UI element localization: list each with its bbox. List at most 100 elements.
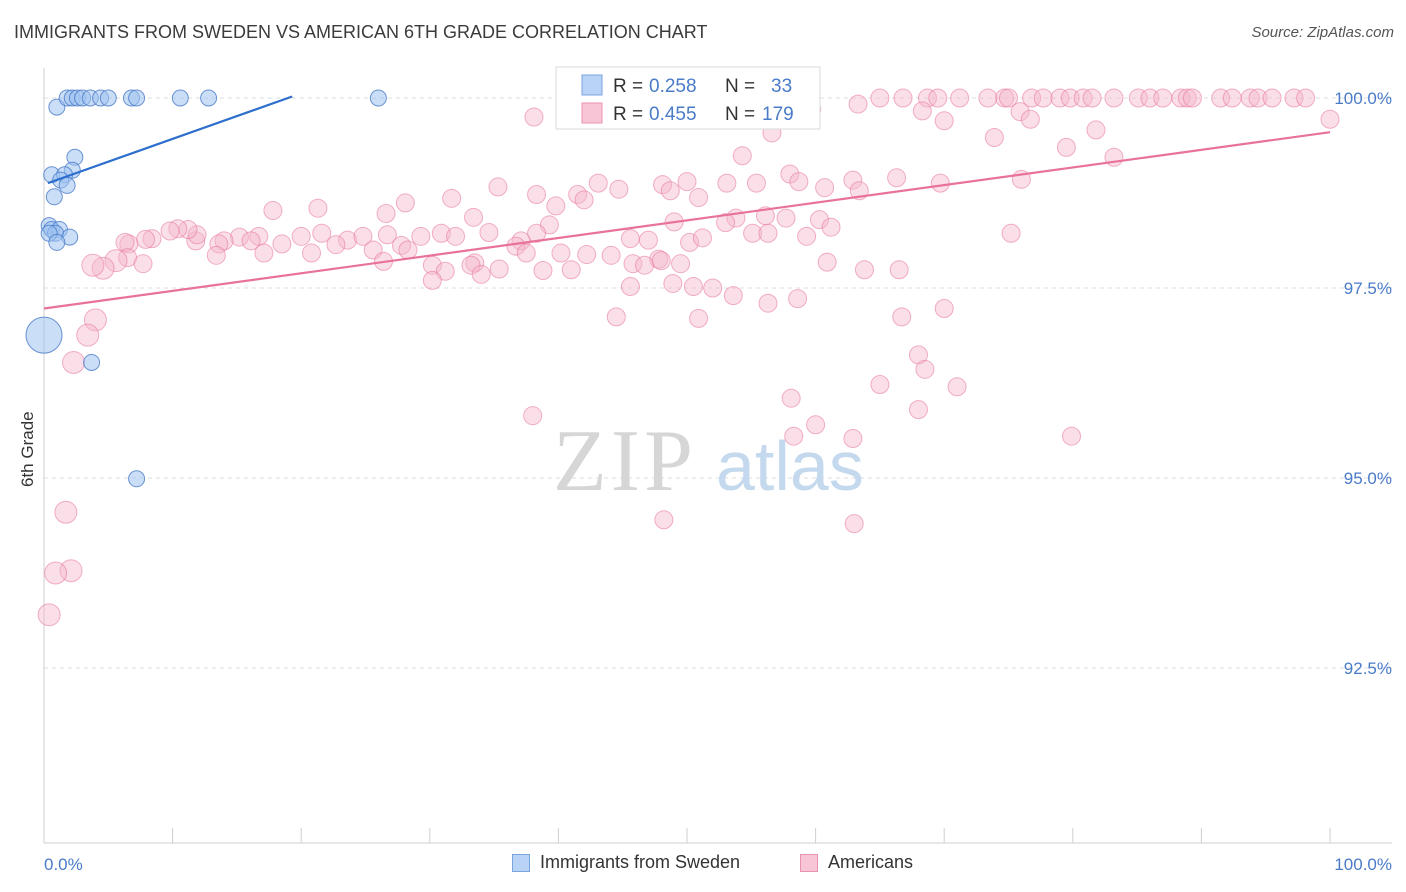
americans-point-62 <box>689 188 709 208</box>
stats-legend-r-label-americans: R = <box>613 104 643 125</box>
stats-legend-r-label-sweden: R = <box>613 76 643 97</box>
americans-point-169 <box>784 426 804 446</box>
americans-point-154 <box>788 289 808 309</box>
americans-point-147 <box>889 260 909 280</box>
legend-item-sweden: Immigrants from Sweden <box>512 852 740 873</box>
americans-point-89 <box>337 230 357 250</box>
americans-point-162 <box>934 299 954 319</box>
americans-point-68 <box>308 198 328 218</box>
americans-point-100 <box>160 221 180 241</box>
americans-point-86 <box>411 226 431 246</box>
americans-point-118 <box>506 236 526 256</box>
sweden-point-7 <box>99 89 117 107</box>
chart-title: IMMIGRANTS FROM SWEDEN VS AMERICAN 6TH G… <box>14 22 708 42</box>
americans-point-157 <box>76 323 100 347</box>
sweden-point-19 <box>45 188 63 206</box>
americans-point-80 <box>1001 223 1021 243</box>
americans-point-33 <box>934 111 954 131</box>
americans-point-47 <box>843 170 863 190</box>
americans-point-15 <box>1104 88 1124 108</box>
americans-point-11 <box>1050 88 1070 108</box>
americans-point-3 <box>917 88 937 108</box>
stats-legend-swatch-americans <box>581 102 603 124</box>
americans-point-153 <box>723 286 743 306</box>
americans-point-2 <box>893 88 913 108</box>
americans-point-135 <box>81 253 105 277</box>
americans-point-6 <box>978 88 998 108</box>
americans-point-66 <box>546 196 566 216</box>
americans-point-79 <box>821 217 841 237</box>
americans-point-51 <box>677 172 697 192</box>
americans-point-131 <box>206 245 226 265</box>
americans-point-173 <box>654 510 674 530</box>
stats-legend: R = 0.258 N = 33 R = 0.455 N = 179 <box>555 66 821 130</box>
americans-point-139 <box>533 261 553 281</box>
x-tick-labels: 0.0% 100.0% <box>44 855 1392 874</box>
americans-point-150 <box>663 273 683 293</box>
americans-point-78 <box>809 210 829 230</box>
americans-point-120 <box>551 243 571 263</box>
americans-point-158 <box>62 350 86 374</box>
americans-point-174 <box>844 514 864 534</box>
americans-point-115 <box>326 235 346 255</box>
americans-point-138 <box>489 259 509 279</box>
watermark: ZIP atlas <box>553 413 864 510</box>
americans-point-9 <box>1022 88 1042 108</box>
axes <box>43 68 1392 844</box>
americans-point-1 <box>870 88 890 108</box>
americans-point-5 <box>950 88 970 108</box>
americans-point-49 <box>930 173 950 193</box>
americans-point-23 <box>1222 88 1242 108</box>
americans-point-90 <box>353 226 373 246</box>
stats-legend-n-label-americans: N = <box>725 104 755 125</box>
y-tick-label-0: 100.0% <box>1334 89 1392 108</box>
americans-point-18 <box>1153 88 1173 108</box>
americans-point-96 <box>186 231 206 251</box>
americans-point-168 <box>806 415 826 435</box>
americans-point-63 <box>815 178 835 198</box>
americans-point-171 <box>843 428 863 448</box>
americans-point-61 <box>660 181 680 201</box>
sweden-point-9 <box>128 89 146 107</box>
americans-point-161 <box>892 307 912 327</box>
americans-point-172 <box>523 406 543 426</box>
americans-point-31 <box>912 101 932 121</box>
americans-point-30 <box>848 94 868 114</box>
americans-point-121 <box>577 245 597 265</box>
americans-point-46 <box>887 168 907 188</box>
sweden-points <box>25 89 387 488</box>
stats-legend-r-americans: 0.455 <box>649 104 697 125</box>
americans-point-102 <box>136 229 156 249</box>
americans-point-83 <box>797 226 817 246</box>
chart-source: Source: ZipAtlas.com <box>1251 24 1394 41</box>
americans-point-21 <box>1182 88 1202 108</box>
americans-point-167 <box>908 400 928 420</box>
americans-point-104 <box>115 232 135 252</box>
americans-point-55 <box>588 173 608 193</box>
americans-point-144 <box>471 264 491 284</box>
legend-item-americans: Americans <box>800 852 913 873</box>
americans-point-70 <box>376 204 396 224</box>
y-tick-label-2: 95.0% <box>1344 469 1392 488</box>
americans-point-4 <box>928 88 948 108</box>
watermark-atlas: atlas <box>716 427 864 505</box>
americans-point-143 <box>435 261 455 281</box>
legend-swatch-americans <box>800 853 818 872</box>
americans-point-36 <box>524 107 544 127</box>
americans-point-93 <box>229 227 249 247</box>
americans-point-52 <box>717 173 737 193</box>
americans-point-85 <box>479 223 499 243</box>
americans-point-170 <box>781 388 801 408</box>
sweden-point-27 <box>25 316 63 354</box>
americans-point-59 <box>568 185 588 205</box>
americans-point-39 <box>1086 120 1106 140</box>
americans-point-65 <box>574 190 594 210</box>
americans-point-77 <box>776 208 796 228</box>
trendlines <box>43 95 1331 310</box>
americans-point-26 <box>1262 88 1282 108</box>
americans-point-91 <box>291 226 311 246</box>
americans-point-166 <box>947 377 967 397</box>
sweden-point-10 <box>171 89 189 107</box>
americans-point-35 <box>1320 109 1340 129</box>
americans-point-156 <box>83 308 107 332</box>
